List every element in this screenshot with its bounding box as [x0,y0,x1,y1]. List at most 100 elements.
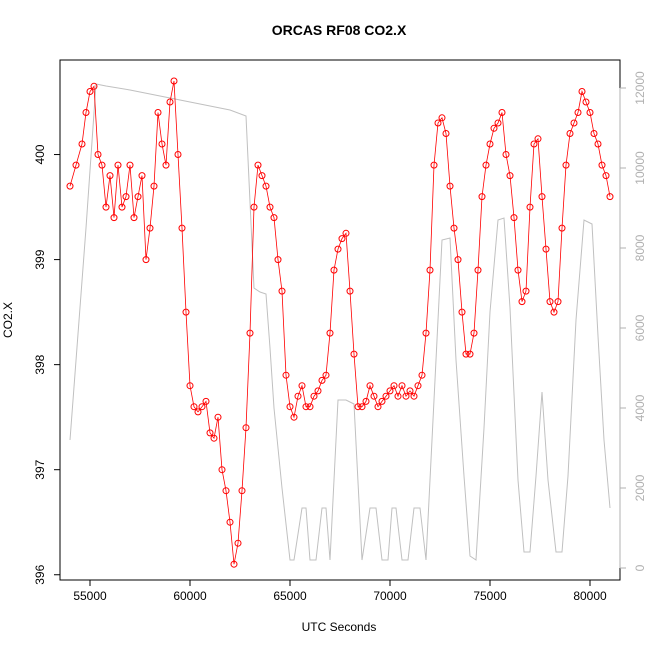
co2-point [246,329,254,337]
x-axis: 55000 60000 65000 70000 75000 80000 [73,579,607,603]
co2-point [542,245,550,253]
co2-series [66,77,614,568]
co2-point [234,539,242,547]
co2-point [414,382,422,390]
co2-point [594,140,602,148]
chart-title: ORCAS RF08 CO2.X [272,22,407,38]
co2-point [362,397,370,405]
co2-point [254,161,262,169]
co2-point [330,266,338,274]
co2-point [202,397,210,405]
co2-point [406,387,414,395]
y-tick-label: 396 [33,564,47,584]
co2-point [90,82,98,90]
x-tick-label: 60000 [173,589,207,603]
right-tick-label: 10000 [633,151,647,185]
co2-point [150,182,158,190]
co2-point [562,161,570,169]
x-axis-label: UTC Seconds [302,620,377,634]
co2-point [162,161,170,169]
co2-point [450,224,458,232]
co2-point [230,560,238,568]
co2-point [146,224,154,232]
co2-point [238,487,246,495]
x-tick-label: 75000 [473,589,507,603]
y-tick-label: 398 [33,354,47,374]
co2-point [370,392,378,400]
co2-point [102,203,110,211]
co2-point [534,135,542,143]
co2-point [550,308,558,316]
x-tick-label: 65000 [273,589,307,603]
co2-point [278,287,286,295]
plot-frame [59,59,621,581]
co2-point [110,214,118,222]
co2-point [422,329,430,337]
co2-point [206,429,214,437]
co2-point [242,424,250,432]
co2-point [226,518,234,526]
co2-point [518,298,526,306]
co2-point [306,403,314,411]
x-tick-label: 70000 [373,589,407,603]
co2-point [366,382,374,390]
co2-point [318,376,326,384]
co2-point [438,114,446,122]
co2-point [210,434,218,442]
co2-point [154,109,162,116]
co2-point [606,193,614,201]
co2-point [82,109,90,116]
co2-point [570,119,578,127]
co2-point [350,350,358,358]
co2-point [558,224,566,232]
x-tick-label: 55000 [73,589,107,603]
y-tick-label: 399 [33,249,47,269]
co2-point [182,308,190,316]
co2-point [174,151,182,158]
co2-point [546,298,554,306]
co2-point [566,130,574,137]
co2-point [194,408,202,416]
co2-point [582,98,590,106]
co2-point [326,329,334,337]
y-tick-label: 397 [33,459,47,479]
y-tick-label: 400 [33,144,47,164]
co2-point [270,214,278,222]
co2-point [390,382,398,390]
co2-point [554,298,562,306]
right-tick-label: 6000 [633,314,647,341]
co2-point [214,413,222,421]
co2-point [402,392,410,400]
right-tick-label: 4000 [633,394,647,421]
right-tick-label: 8000 [633,234,647,261]
right-tick-label: 12000 [633,71,647,105]
co2-point [282,371,290,379]
co2-point [354,403,362,411]
co2-point [398,382,406,390]
y-axis: 396 397 398 399 400 [33,144,61,585]
co2-point [94,151,102,158]
co2-point [358,403,366,411]
co2-point [286,403,294,411]
co2-point [134,193,142,201]
altitude-series [69,83,611,561]
co2-point [478,193,486,201]
co2-point [506,172,514,180]
co2-point [310,392,318,400]
co2-point [158,140,166,148]
co2-point [446,182,454,190]
co2-point [294,392,302,400]
co2-point [378,397,386,405]
co2-point [114,161,122,169]
co2-point [394,392,402,400]
co2-point [530,140,538,148]
co2-point [250,203,258,211]
co2-point [290,413,298,421]
co2-point [190,403,198,411]
co2-point [130,214,138,222]
co2-point [522,287,530,295]
co2-point [466,350,474,358]
co2-point [454,256,462,264]
co2-point [526,203,534,211]
co2-point [314,387,322,395]
